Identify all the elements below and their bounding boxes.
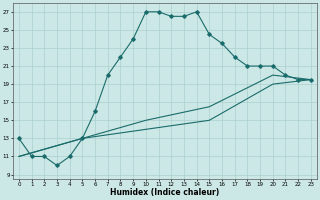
- X-axis label: Humidex (Indice chaleur): Humidex (Indice chaleur): [110, 188, 220, 197]
